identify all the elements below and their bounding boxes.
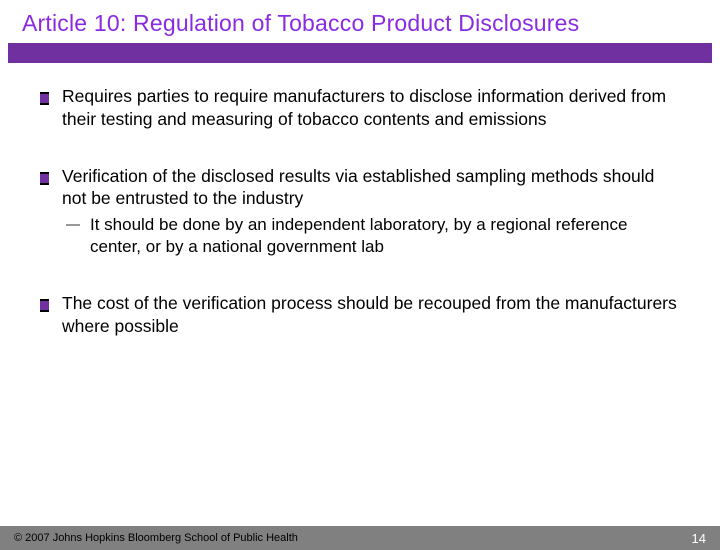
bullet-list: Requires parties to require manufacturer… xyxy=(40,85,680,338)
footer-bar: © 2007 Johns Hopkins Bloomberg School of… xyxy=(0,526,720,550)
bullet-text: The cost of the verification process sho… xyxy=(62,293,677,336)
bullet-text: Requires parties to require manufacturer… xyxy=(62,86,666,129)
bullet-text: Verification of the disclosed results vi… xyxy=(62,166,654,209)
title-underline xyxy=(8,43,712,63)
slide-title: Article 10: Regulation of Tobacco Produc… xyxy=(8,10,712,43)
page-number: 14 xyxy=(692,531,706,546)
bullet-item: The cost of the verification process sho… xyxy=(40,292,680,338)
sub-bullet-text: It should be done by an independent labo… xyxy=(90,215,627,256)
title-bar: Article 10: Regulation of Tobacco Produc… xyxy=(8,10,712,63)
copyright-text: © 2007 Johns Hopkins Bloomberg School of… xyxy=(14,532,692,544)
bullet-item: Requires parties to require manufacturer… xyxy=(40,85,680,131)
slide-content: Requires parties to require manufacturer… xyxy=(0,63,720,338)
bullet-item: Verification of the disclosed results vi… xyxy=(40,165,680,259)
sub-bullet-item: It should be done by an independent labo… xyxy=(62,214,680,258)
sub-bullet-list: It should be done by an independent labo… xyxy=(62,214,680,258)
